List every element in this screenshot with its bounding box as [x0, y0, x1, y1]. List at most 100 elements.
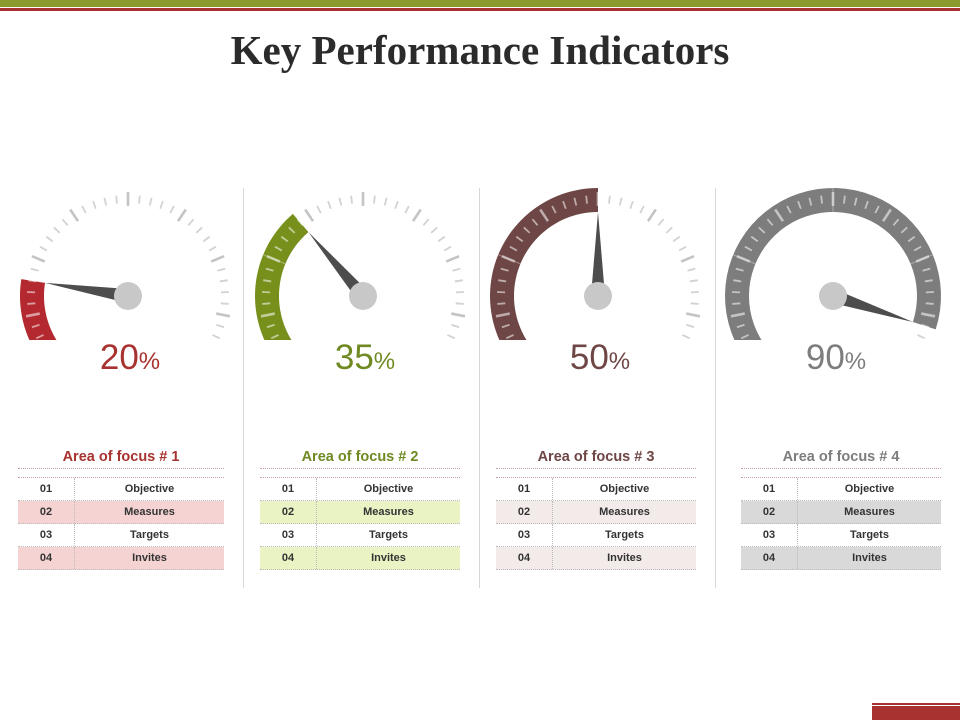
minor-tick — [618, 197, 623, 206]
band-separator — [733, 254, 756, 265]
major-tick — [445, 254, 460, 263]
minor-tick — [498, 279, 507, 283]
gauge-hub — [584, 282, 612, 310]
minor-tick — [216, 323, 225, 329]
minor-tick — [288, 226, 296, 234]
row-label: Measures — [844, 506, 895, 518]
gauge-band — [725, 188, 941, 340]
gauge-1-unit: % — [138, 348, 161, 375]
minor-tick — [672, 235, 681, 243]
minor-tick — [665, 226, 673, 234]
band-separator — [910, 254, 933, 265]
gauge-1-percent: 20% — [10, 338, 250, 382]
row-number: 03 — [496, 524, 553, 546]
major-tick — [646, 208, 657, 222]
minor-tick — [45, 235, 54, 243]
gauge-2-value: 35 — [334, 338, 374, 377]
gauge-4 — [713, 170, 953, 340]
minor-tick — [373, 195, 376, 204]
minor-tick — [296, 218, 304, 226]
minor-tick — [736, 323, 745, 329]
gauge-3 — [478, 170, 718, 340]
minor-tick — [27, 302, 36, 305]
minor-tick — [740, 334, 749, 340]
major-tick — [260, 312, 275, 318]
gauge-hub — [819, 282, 847, 310]
row-number: 01 — [18, 478, 75, 500]
major-tick — [915, 254, 930, 263]
minor-tick — [422, 218, 430, 226]
table-row: 01 Objective — [741, 478, 941, 501]
row-label: Targets — [369, 529, 408, 541]
minor-tick — [687, 267, 696, 272]
minor-tick — [629, 200, 634, 210]
minor-tick — [924, 279, 933, 283]
table-row: 03 Targets — [18, 524, 224, 547]
column-divider-3 — [715, 188, 716, 588]
minor-tick — [394, 200, 399, 210]
major-tick — [539, 208, 550, 222]
gauge-hub — [349, 282, 377, 310]
gauge-1 — [8, 170, 248, 340]
page-title: Key Performance Indicators — [230, 27, 730, 73]
major-tick — [774, 208, 785, 222]
column-divider-2 — [479, 188, 480, 588]
table-row: 02 Measures — [18, 501, 224, 524]
major-tick — [210, 254, 225, 263]
minor-tick — [455, 302, 464, 305]
gauge-2-dial — [255, 192, 466, 340]
row-label: Targets — [850, 529, 889, 541]
row-number: 04 — [260, 547, 317, 569]
minor-tick — [195, 226, 203, 234]
minor-tick — [383, 197, 388, 206]
row-number: 04 — [18, 547, 75, 569]
column-divider-1 — [243, 188, 244, 588]
major-tick — [411, 208, 422, 222]
minor-tick — [892, 218, 900, 226]
minor-tick — [31, 323, 40, 329]
table-row: 04 Invites — [741, 547, 941, 570]
minor-tick — [733, 279, 742, 283]
major-tick — [736, 254, 751, 263]
minor-tick — [35, 334, 44, 340]
minor-tick — [843, 195, 846, 204]
area-table-2-spacer — [260, 469, 460, 478]
minor-tick — [115, 195, 118, 204]
minor-tick — [500, 267, 509, 272]
minor-tick — [921, 323, 930, 329]
minor-tick — [338, 197, 343, 206]
major-tick — [730, 312, 745, 318]
gauge-2-unit: % — [373, 348, 396, 375]
row-number: 03 — [18, 524, 75, 546]
area-table-1-title: Area of focus # 1 — [18, 446, 224, 469]
major-tick — [881, 208, 892, 222]
major-tick — [451, 312, 466, 318]
minor-tick — [148, 197, 153, 206]
minor-tick — [212, 334, 221, 340]
major-tick — [495, 312, 510, 318]
minor-tick — [53, 226, 61, 234]
major-tick — [176, 208, 187, 222]
table-row: 01 Objective — [496, 478, 696, 501]
minor-tick — [265, 267, 274, 272]
minor-tick — [61, 218, 69, 226]
area-table-4-title: Area of focus # 4 — [741, 446, 941, 469]
row-label: Measures — [363, 506, 414, 518]
minor-tick — [217, 267, 226, 272]
gauge-1-value: 20 — [99, 338, 139, 377]
minor-tick — [327, 200, 332, 210]
minor-tick — [585, 195, 588, 204]
major-tick — [304, 208, 315, 222]
area-table-2: Area of focus # 2 01 Objective 02 Measures… — [260, 446, 460, 570]
minor-tick — [430, 226, 438, 234]
minor-tick — [202, 235, 211, 243]
table-row: 02 Measures — [741, 501, 941, 524]
major-tick — [686, 312, 701, 318]
minor-tick — [853, 197, 858, 206]
bottom-accent-bar — [872, 706, 960, 720]
minor-tick — [657, 218, 665, 226]
row-label: Invites — [132, 552, 167, 564]
table-row: 03 Targets — [741, 524, 941, 547]
gauge-4-dial — [725, 188, 941, 340]
minor-tick — [639, 205, 645, 214]
